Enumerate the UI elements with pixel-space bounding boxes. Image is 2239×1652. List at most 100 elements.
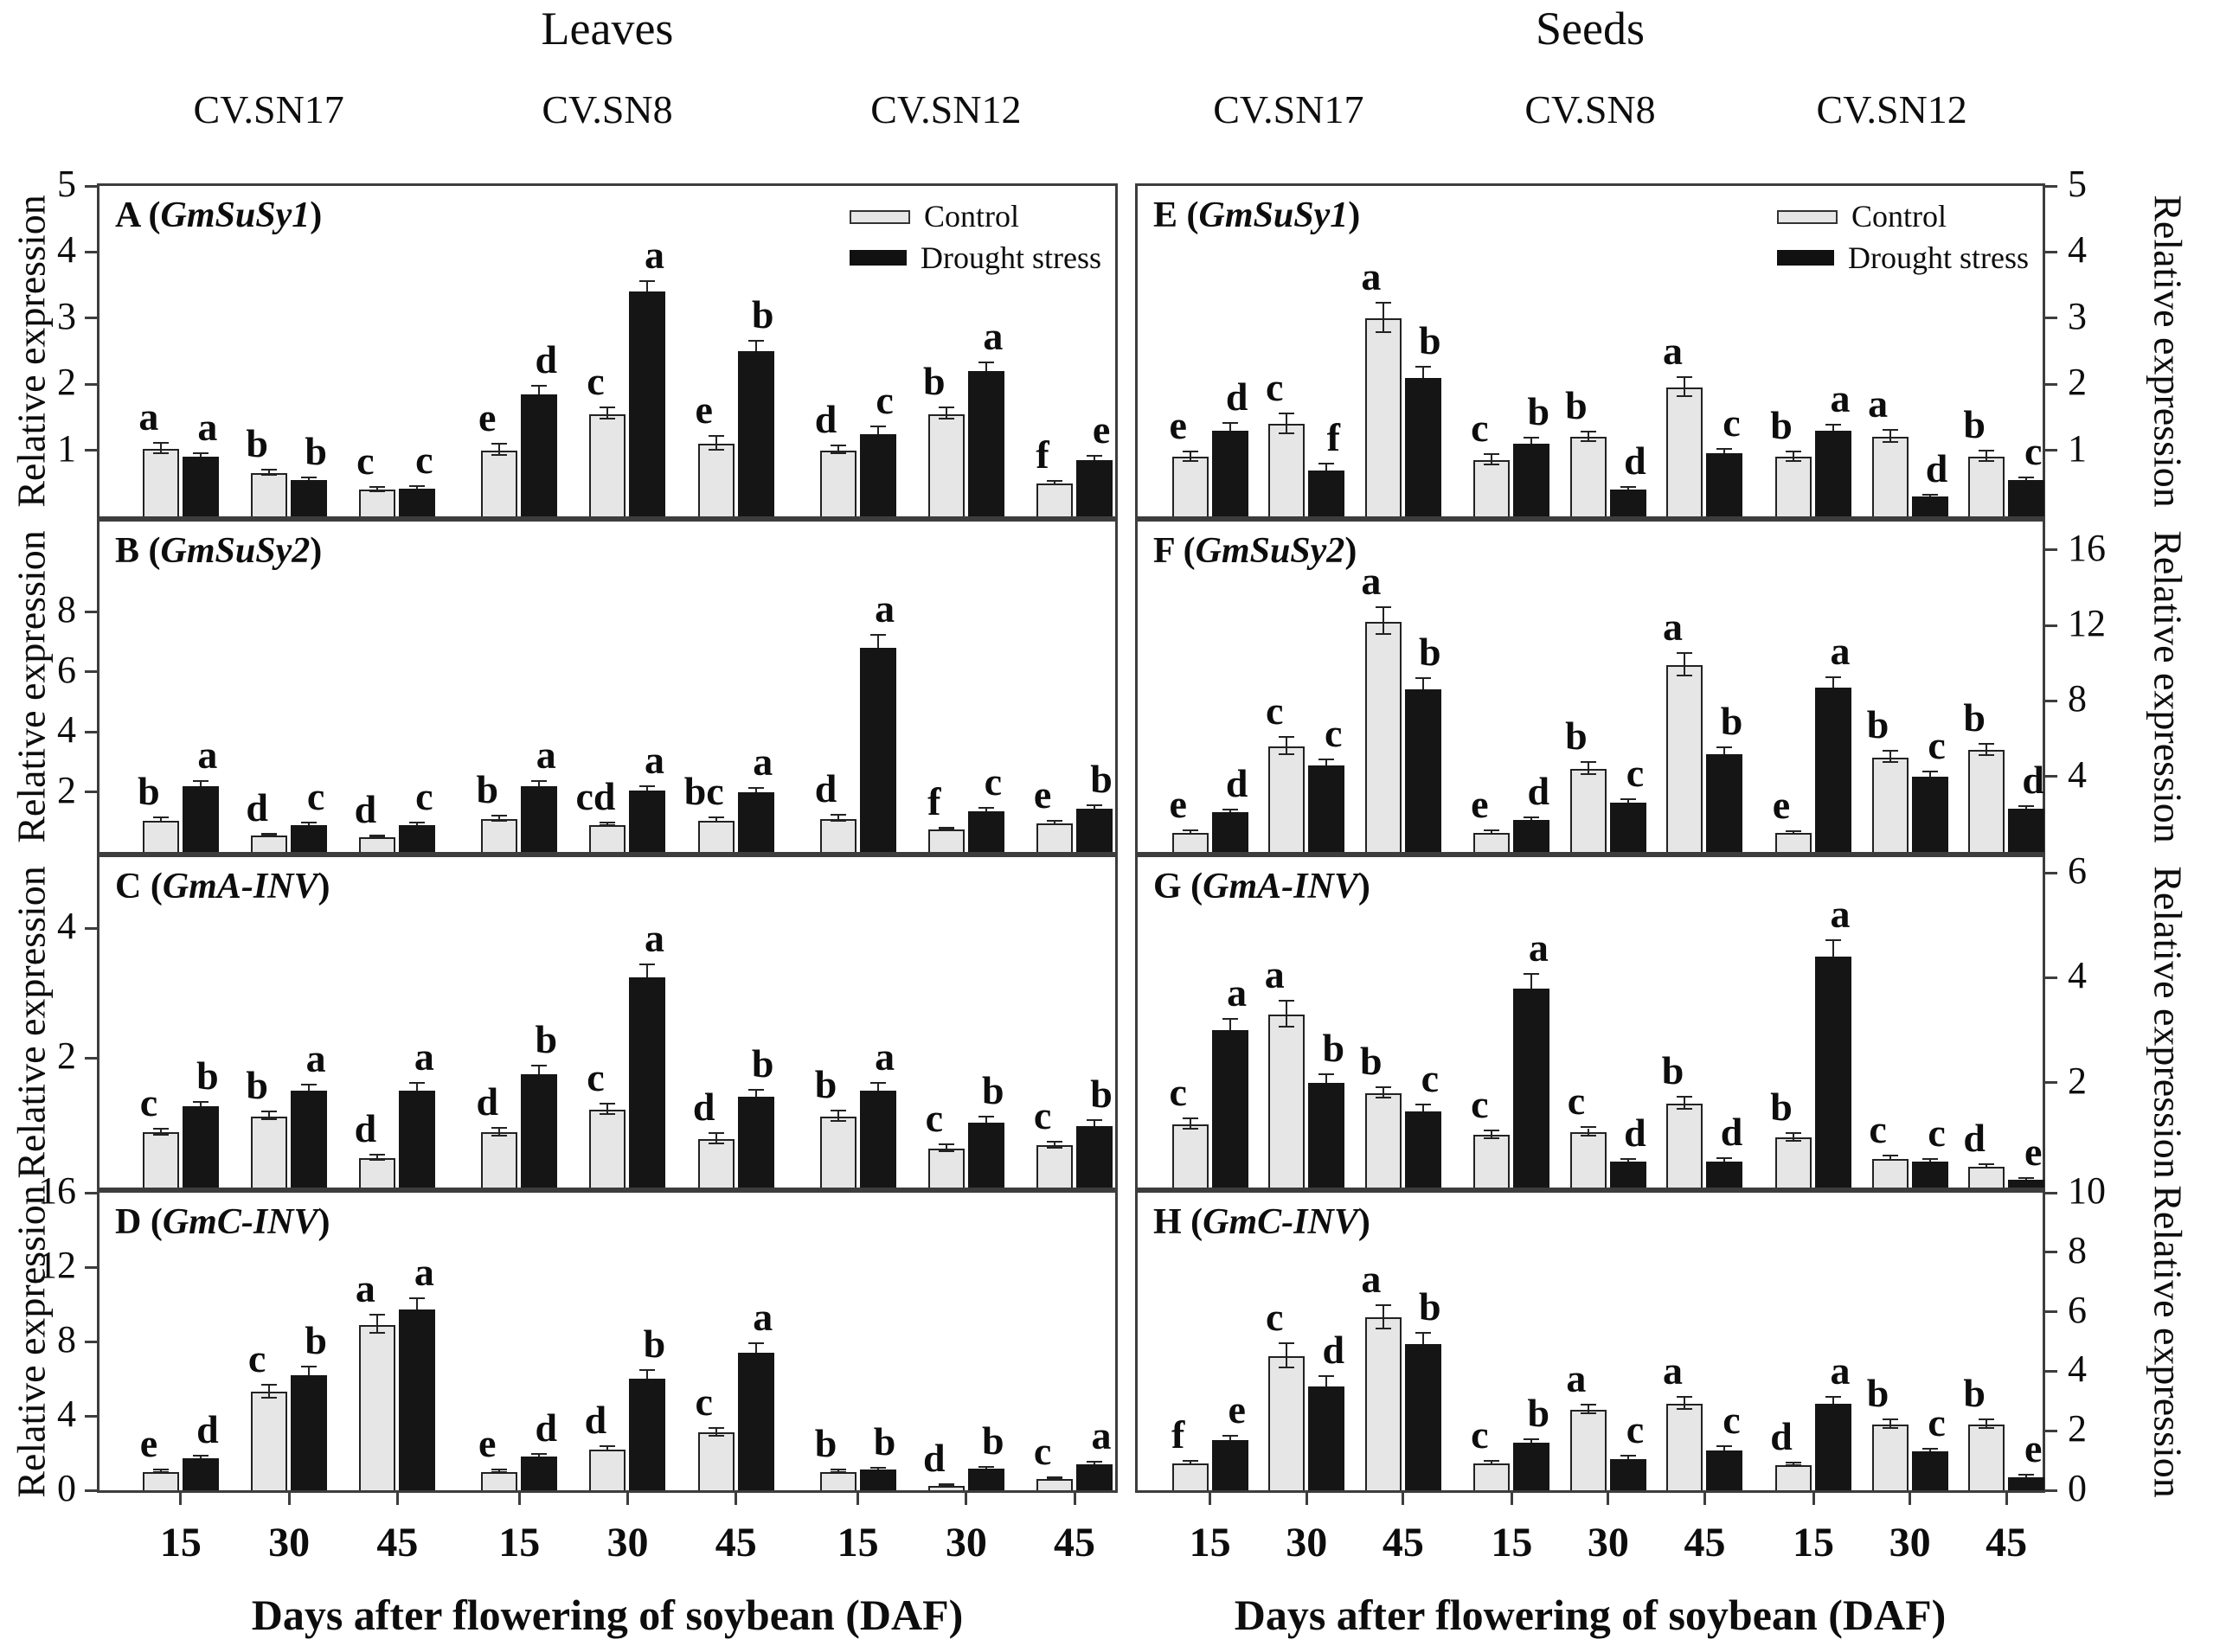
y-tick-mark: [2045, 1251, 2057, 1254]
error-bar-cap: [1375, 330, 1391, 333]
error-bar-cap: [369, 1313, 386, 1316]
bar-drought: [1815, 430, 1851, 516]
bar-drought: [1911, 1451, 1948, 1490]
gene-name: GmSuSy2: [160, 531, 311, 571]
significance-letter: a: [1361, 559, 1382, 604]
bar-control: [1871, 437, 1909, 516]
error-bar-cap: [600, 822, 616, 824]
error-bar-cap: [869, 1082, 886, 1085]
error-bar-cap: [531, 1064, 548, 1066]
significance-letter: d: [2022, 757, 2044, 802]
significance-letter: f: [1326, 415, 1340, 460]
x-tick-mark: [2005, 1493, 2008, 1505]
significance-letter: b: [138, 769, 160, 814]
y-tick-mark: [85, 791, 97, 794]
error-bar-cap: [1484, 464, 1500, 466]
error-bar-whisker: [416, 487, 419, 489]
bar-drought: [1815, 957, 1851, 1188]
significance-letter: b: [1720, 698, 1743, 743]
significance-letter: a: [197, 405, 218, 450]
significance-letter: d: [814, 397, 837, 442]
error-bar-cap: [192, 1100, 209, 1103]
error-bar-whisker: [416, 1084, 419, 1091]
y-tick-mark: [2045, 976, 2057, 979]
error-bar-whisker: [416, 823, 419, 825]
error-bar-whisker: [1587, 763, 1589, 775]
error-bar-cap: [301, 1366, 318, 1368]
error-bar-whisker: [538, 1454, 541, 1457]
panel-label: H (GmC-INV): [1153, 1202, 1370, 1242]
error-bar-cap: [1825, 676, 1841, 679]
significance-letter: d: [476, 1079, 499, 1124]
error-bar-cap: [301, 476, 318, 478]
error-bar-cap: [1484, 1137, 1500, 1140]
error-bar-cap: [1580, 430, 1596, 432]
bar-drought: [1513, 819, 1550, 852]
error-bar-whisker: [1325, 464, 1328, 471]
error-bar-cap: [1087, 1461, 1103, 1463]
significance-letter: c: [1723, 1398, 1741, 1443]
x-tick-mark: [735, 1493, 738, 1505]
significance-letter: b: [1963, 1371, 1986, 1416]
error-bar-whisker: [1491, 1461, 1493, 1466]
error-bar-whisker: [606, 408, 609, 419]
error-bar-cap: [531, 780, 548, 783]
error-bar-cap: [830, 820, 846, 823]
error-bar-whisker: [308, 1085, 311, 1091]
error-bar-cap: [1620, 486, 1636, 489]
error-bar-cap: [1087, 455, 1103, 458]
y-tick-label: 3: [2068, 294, 2087, 337]
bar-drought: [967, 370, 1004, 516]
significance-letter: a: [1528, 925, 1549, 970]
significance-letter: b: [1866, 702, 1889, 747]
error-bar-cap: [1786, 1132, 1801, 1135]
significance-letter: c: [587, 1055, 605, 1100]
error-bar-cap: [1677, 375, 1693, 378]
bar-drought: [1609, 490, 1646, 516]
y-tick-label: 12: [38, 1244, 76, 1286]
error-bar-cap: [1786, 1464, 1801, 1467]
panel-label: C (GmA-INV): [115, 867, 330, 906]
significance-letter: c: [1471, 1081, 1489, 1126]
error-bar-cap: [1979, 450, 1995, 452]
error-bar-whisker: [1723, 747, 1726, 754]
error-bar-cap: [152, 1471, 169, 1474]
error-bar-cap: [1524, 973, 1540, 976]
error-bar-whisker: [1684, 653, 1686, 676]
error-bar-whisker: [199, 782, 202, 786]
bar-drought: [2008, 1179, 2045, 1188]
significance-letter: d: [584, 1398, 607, 1443]
significance-letter: d: [923, 1435, 946, 1480]
error-bar-whisker: [1832, 426, 1834, 431]
error-bar-cap: [708, 1434, 724, 1437]
significance-letter: e: [478, 1421, 497, 1465]
error-bar-whisker: [1587, 432, 1589, 442]
bar-control: [927, 1485, 965, 1490]
error-bar-cap: [830, 1109, 846, 1111]
error-bar-cap: [531, 384, 548, 387]
error-bar-whisker: [754, 1090, 757, 1098]
error-bar-whisker: [1928, 495, 1931, 497]
y-tick-label: 5: [2068, 163, 2087, 205]
error-bar-whisker: [1626, 799, 1629, 804]
error-bar-whisker: [1094, 1463, 1096, 1464]
error-bar-whisker: [1382, 304, 1384, 333]
y-tick-mark: [85, 382, 97, 386]
error-bar-whisker: [376, 488, 379, 492]
bar-drought: [629, 1379, 666, 1490]
bar-drought: [1609, 1161, 1646, 1188]
bar-drought: [1308, 470, 1345, 516]
error-bar-whisker: [715, 437, 717, 451]
x-tick-label: 15: [1793, 1520, 1834, 1566]
error-bar-cap: [1677, 675, 1693, 676]
y-tick-label: 2: [2068, 1407, 2087, 1450]
y-tick-mark: [2045, 449, 2057, 452]
error-bar-whisker: [199, 454, 202, 458]
error-bar-cap: [261, 832, 278, 835]
error-bar-cap: [1484, 1129, 1500, 1131]
error-bar-cap: [409, 1297, 426, 1299]
error-bar-whisker: [1530, 1439, 1533, 1443]
bar-drought: [1076, 460, 1113, 516]
error-bar-cap: [1279, 1366, 1295, 1368]
error-bar-cap: [1279, 735, 1295, 738]
